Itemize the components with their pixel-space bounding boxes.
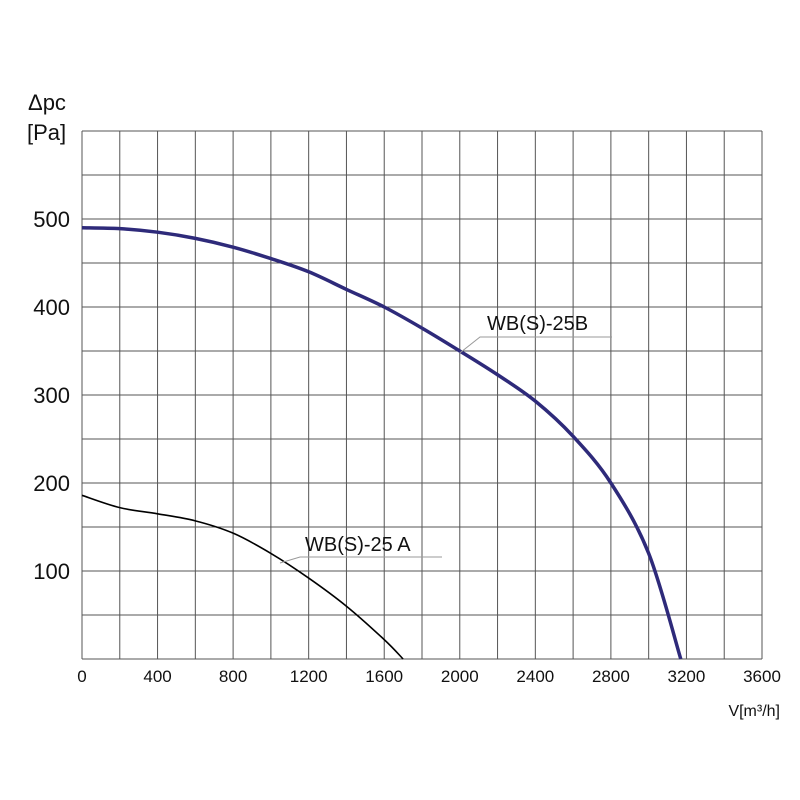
- y-axis-label-line1: Δpc: [28, 90, 66, 115]
- label-leader-wbs-25b: [459, 336, 612, 354]
- x-axis-label: V[m³/h]: [728, 703, 780, 720]
- x-tick-label: 400: [143, 667, 171, 686]
- x-tick-label: 2400: [516, 667, 554, 686]
- y-tick-label: 300: [33, 383, 70, 408]
- series-line-wbs-25b: [81, 226, 683, 660]
- series-line-wbs-25a: [81, 494, 404, 660]
- x-tick-label: 2000: [441, 667, 479, 686]
- x-tick-label: 3600: [743, 667, 781, 686]
- grid: [81, 130, 763, 660]
- y-tick-label: 200: [33, 471, 70, 496]
- y-tick-label: 400: [33, 295, 70, 320]
- y-tick-label: 100: [33, 559, 70, 584]
- series-label-wbs-25a: WB(S)-25 A: [305, 534, 411, 556]
- x-tick-label: 3200: [668, 667, 706, 686]
- label-leader-wbs-25a: [279, 556, 442, 564]
- series-group: [81, 226, 683, 660]
- x-tick-label: 2800: [592, 667, 630, 686]
- series-label-wbs-25b: WB(S)-25B: [487, 313, 588, 335]
- y-axis-label-line2: [Pa]: [27, 120, 66, 145]
- y-tick-label: 500: [33, 207, 70, 232]
- tick-labels: 0 400 800 1200 1600 2000 2400 2800 3200 3600 100 20…: [33, 207, 781, 686]
- x-tick-label: 1200: [290, 667, 328, 686]
- x-tick-label: 1600: [365, 667, 403, 686]
- series-labels: WB(S)-25B WB(S)-25 A: [279, 313, 612, 564]
- x-tick-label: 0: [77, 667, 86, 686]
- x-tick-label: 800: [219, 667, 247, 686]
